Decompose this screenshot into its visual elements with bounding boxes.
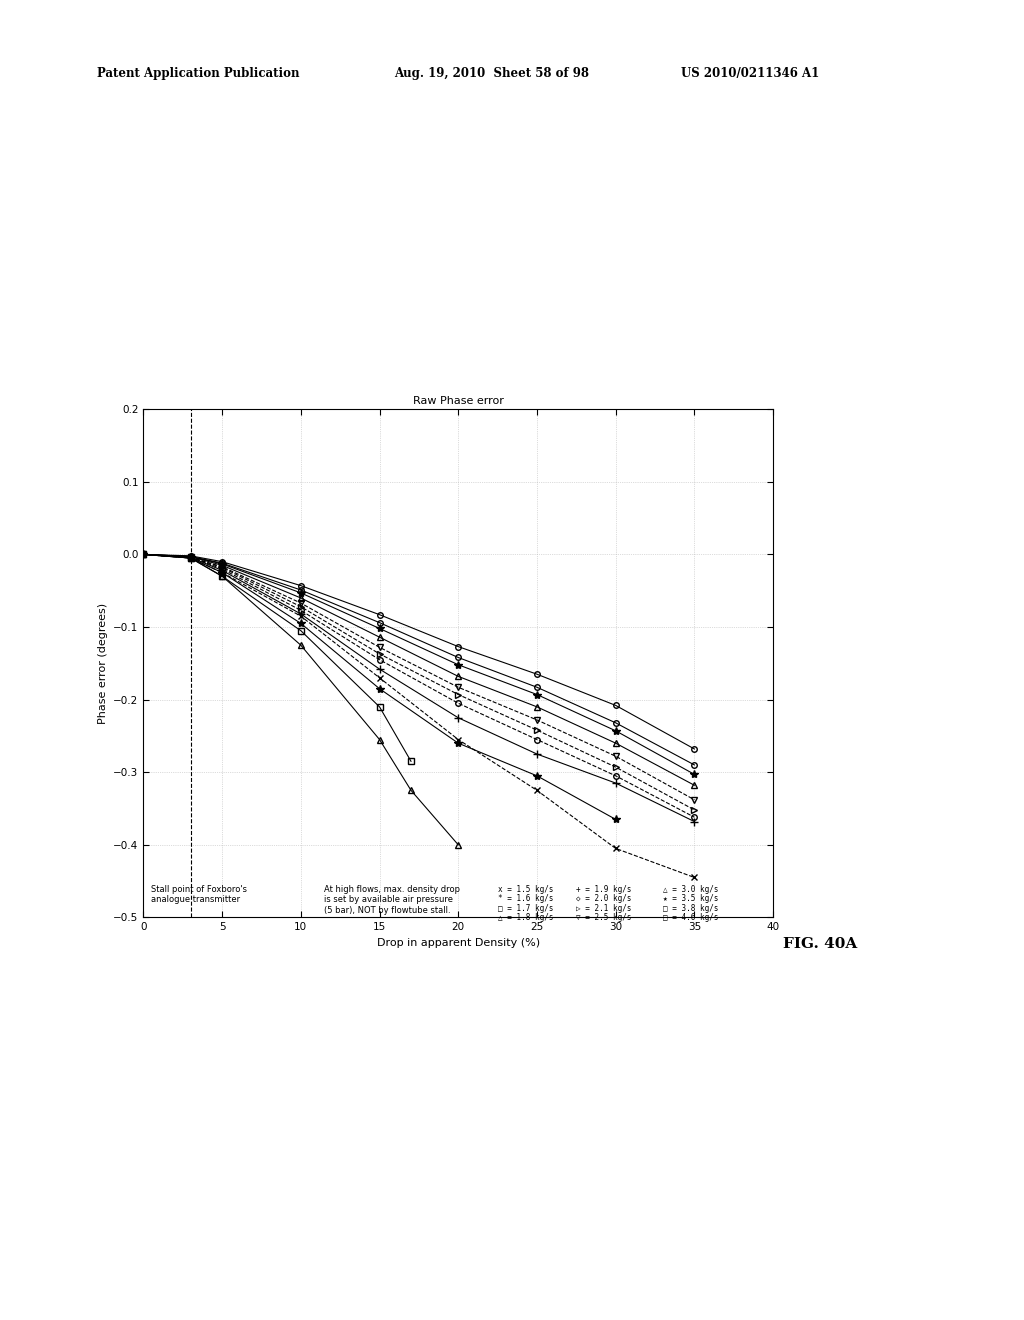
Y-axis label: Phase error (degrees): Phase error (degrees) (97, 603, 108, 723)
Text: □ = 4.6 kg/s: □ = 4.6 kg/s (663, 913, 719, 923)
Text: * = 1.6 kg/s: * = 1.6 kg/s (498, 894, 553, 903)
Text: US 2010/0211346 A1: US 2010/0211346 A1 (681, 66, 819, 79)
Text: At high flows, max. density drop
is set by available air pressure
(5 bar), NOT b: At high flows, max. density drop is set … (325, 884, 461, 915)
X-axis label: Drop in apparent Density (%): Drop in apparent Density (%) (377, 937, 540, 948)
Text: ▷ = 2.1 kg/s: ▷ = 2.1 kg/s (577, 904, 632, 912)
Text: □ = 3.8 kg/s: □ = 3.8 kg/s (663, 904, 719, 912)
Text: □ = 1.7 kg/s: □ = 1.7 kg/s (498, 904, 553, 912)
Text: x = 1.5 kg/s: x = 1.5 kg/s (498, 884, 553, 894)
Text: ◇ = 2.0 kg/s: ◇ = 2.0 kg/s (577, 894, 632, 903)
Text: FIG. 40A: FIG. 40A (783, 937, 858, 950)
Title: Raw Phase error: Raw Phase error (413, 396, 504, 405)
Text: Aug. 19, 2010  Sheet 58 of 98: Aug. 19, 2010 Sheet 58 of 98 (394, 66, 589, 79)
Text: △ = 1.8 kg/s: △ = 1.8 kg/s (498, 913, 553, 923)
Text: ★ = 3.5 kg/s: ★ = 3.5 kg/s (663, 894, 719, 903)
Text: + = 1.9 kg/s: + = 1.9 kg/s (577, 884, 632, 894)
Text: Stall point of Foxboro's
analogue transmitter: Stall point of Foxboro's analogue transm… (152, 884, 247, 904)
Text: △ = 3.0 kg/s: △ = 3.0 kg/s (663, 884, 719, 894)
Text: ▽ = 2.5 kg/s: ▽ = 2.5 kg/s (577, 913, 632, 923)
Text: Patent Application Publication: Patent Application Publication (97, 66, 300, 79)
